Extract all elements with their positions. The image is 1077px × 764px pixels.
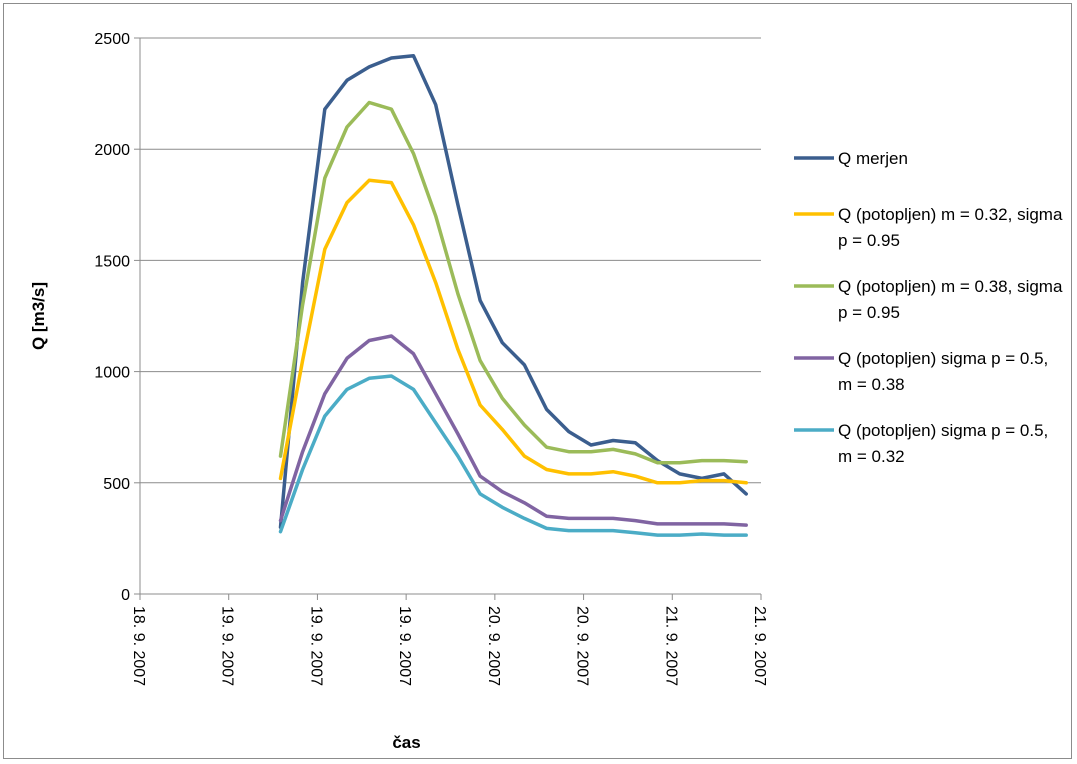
series-line-2	[278, 178, 748, 485]
x-tick-label: 20. 9. 2007	[574, 606, 591, 686]
series-lines	[278, 54, 748, 537]
y-tick-label: 1500	[94, 253, 130, 270]
y-tick-label: 500	[103, 476, 130, 493]
y-tick-label: 0	[121, 587, 130, 604]
x-tick-label: 18. 9. 2007	[130, 606, 147, 686]
legend-label: Q merjen	[838, 149, 908, 168]
chart-frame: 0 500 1000 1500 2000 2500 18. 9. 2007 19. 9. 20…	[3, 3, 1072, 759]
legend-entry-5: Q (potopljen) sigma p = 0.5, m = 0.32	[794, 421, 1048, 466]
x-tick-label: 21. 9. 2007	[751, 606, 768, 686]
x-tick-label: 21. 9. 2007	[662, 606, 679, 686]
legend-label: Q (potopljen) sigma p = 0.5, m = 0.32	[838, 421, 1048, 466]
y-tick-label: 2500	[94, 31, 130, 48]
legend-label: Q (potopljen) sigma p = 0.5, m = 0.38	[838, 349, 1048, 394]
legend-label: Q (potopljen) m = 0.38, sigma p = 0.95	[838, 277, 1063, 322]
legend-label: Q (potopljen) m = 0.32, sigma p = 0.95	[838, 205, 1063, 250]
legend: Q merjen Q (potopljen) m = 0.32, sigma p =…	[794, 149, 1063, 466]
legend-entry-3: Q (potopljen) m = 0.38, sigma p = 0.95	[794, 277, 1063, 322]
y-tick-label: 2000	[94, 142, 130, 159]
series-line-5	[278, 374, 748, 537]
legend-entry-1: Q merjen	[794, 149, 908, 168]
x-tick-label: 19. 9. 2007	[307, 606, 324, 686]
line-chart: 0 500 1000 1500 2000 2500 18. 9. 2007 19. 9. 20…	[29, 31, 1063, 752]
series-line-3	[278, 100, 748, 465]
x-tick-label: 19. 9. 2007	[219, 606, 236, 686]
y-axis-title: Q [m3/s]	[29, 282, 48, 350]
series-line-1	[278, 54, 748, 530]
gridlines	[140, 37, 761, 484]
series-line-4	[278, 334, 748, 527]
legend-entry-4: Q (potopljen) sigma p = 0.5, m = 0.38	[794, 349, 1048, 394]
x-tick-label: 19. 9. 2007	[396, 606, 413, 686]
axes: 0 500 1000 1500 2000 2500 18. 9. 2007 19. 9. 20…	[94, 31, 768, 686]
legend-entry-2: Q (potopljen) m = 0.32, sigma p = 0.95	[794, 205, 1063, 250]
x-axis-title: čas	[392, 733, 420, 752]
x-tick-label: 20. 9. 2007	[485, 606, 502, 686]
y-tick-label: 1000	[94, 365, 130, 382]
